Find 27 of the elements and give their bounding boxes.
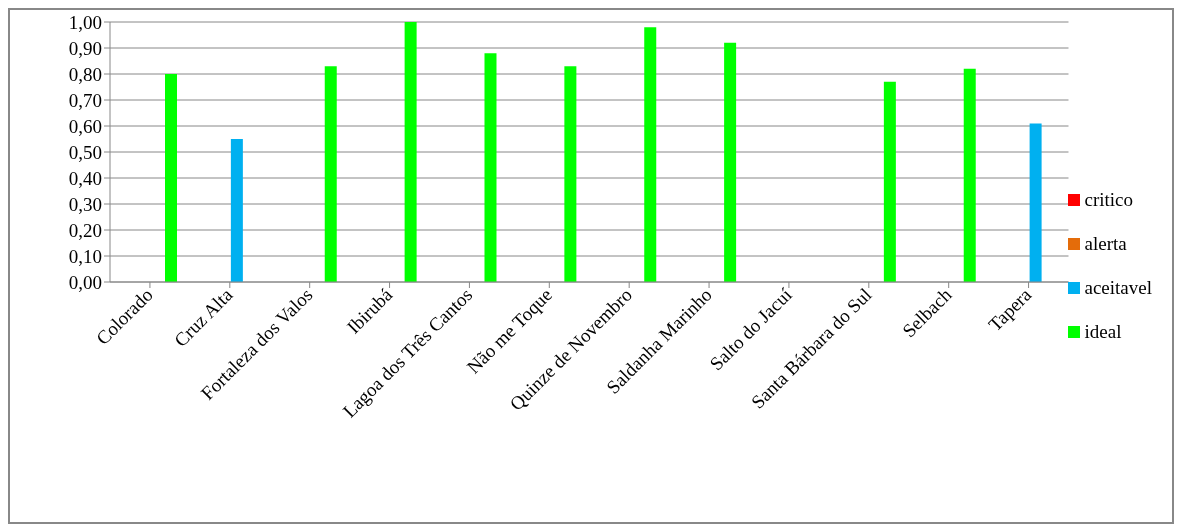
bar (564, 66, 577, 282)
bar (1029, 123, 1042, 282)
x-tick-label: Cruz Alta (169, 283, 238, 351)
legend-label: aceitavel (1084, 277, 1152, 299)
legend-label: critico (1084, 189, 1134, 211)
y-tick-label: 0,10 (68, 245, 102, 267)
y-tick-label: 0,90 (68, 37, 102, 59)
legend-label: alerta (1084, 233, 1127, 255)
bar (165, 74, 177, 282)
y-tick-label: 1,00 (68, 11, 102, 33)
bar (230, 139, 243, 282)
y-tick-label: 0,60 (68, 115, 102, 137)
y-tick-label: 0,20 (68, 219, 102, 241)
y-tick-label: 0,30 (68, 193, 102, 215)
y-tick-label: 0,70 (68, 89, 102, 111)
bar (963, 68, 976, 282)
y-tick-label: 0,40 (68, 167, 102, 189)
bar (324, 66, 337, 282)
y-tick-label: 0,50 (68, 141, 102, 163)
bar (404, 22, 417, 282)
y-tick-label: 0,00 (68, 271, 102, 293)
y-tick-label: 0,80 (68, 63, 102, 85)
bar (724, 42, 737, 282)
bar (883, 81, 896, 282)
bar (484, 53, 497, 282)
bar (644, 27, 657, 282)
legend-label: ideal (1084, 321, 1122, 343)
